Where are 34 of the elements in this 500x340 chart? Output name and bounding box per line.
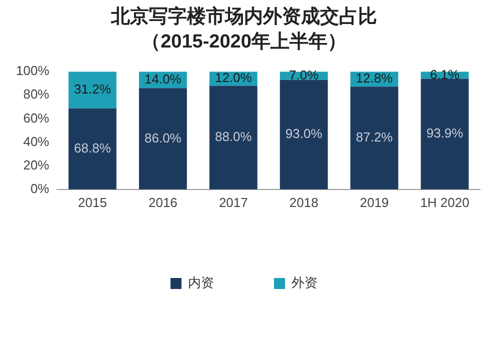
x-tick-label: 2017 bbox=[218, 194, 248, 210]
bar bbox=[280, 80, 328, 190]
data-label: 68.8% bbox=[74, 140, 112, 156]
chart-title: 北京写字楼市场内外资成交占比 bbox=[110, 6, 377, 28]
x-tick-label: 2015 bbox=[78, 194, 107, 210]
bar bbox=[209, 86, 258, 190]
chart-subtitle: （2015-2020年上半年） bbox=[142, 30, 346, 52]
y-tick-label: 80% bbox=[23, 86, 50, 102]
data-label: 87.2% bbox=[356, 130, 394, 145]
bar bbox=[350, 86, 398, 190]
data-label: 12.0% bbox=[214, 70, 252, 86]
legend-label: 内资 bbox=[188, 275, 214, 290]
bar bbox=[68, 72, 116, 108]
bar bbox=[138, 88, 187, 190]
x-tick-label: 2019 bbox=[360, 194, 389, 210]
y-tick-label: 100% bbox=[16, 63, 50, 78]
y-tick-label: 0% bbox=[30, 180, 50, 196]
bar bbox=[68, 108, 116, 190]
y-tick-label: 20% bbox=[23, 157, 50, 172]
y-tick-label: 40% bbox=[23, 134, 50, 149]
data-label: 12.8% bbox=[356, 70, 394, 86]
data-label: 31.2% bbox=[74, 82, 112, 97]
data-label: 7.0% bbox=[289, 67, 320, 82]
bar bbox=[420, 78, 469, 190]
data-label: 93.9% bbox=[426, 126, 464, 141]
y-tick-label: 60% bbox=[23, 110, 50, 126]
x-tick-label: 2018 bbox=[289, 194, 318, 210]
legend-label: 外资 bbox=[292, 275, 318, 290]
x-tick-label: 1H 2020 bbox=[420, 194, 470, 210]
data-label: 88.0% bbox=[214, 129, 252, 144]
x-tick-label: 2016 bbox=[148, 194, 178, 210]
data-label: 93.0% bbox=[285, 126, 323, 142]
data-label: 86.0% bbox=[144, 130, 182, 146]
data-label: 14.0% bbox=[144, 71, 182, 86]
